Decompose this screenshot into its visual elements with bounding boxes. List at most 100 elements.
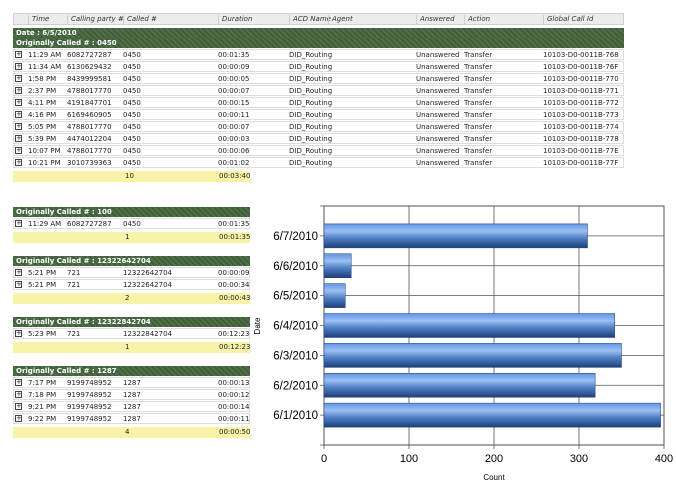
- cell: 00:00:11: [218, 111, 250, 119]
- y-tick-label: 6/6/2010: [273, 261, 318, 273]
- cell: 0450: [123, 87, 141, 95]
- cell: 00:00:05: [218, 75, 250, 83]
- table-row[interactable]: +7:18 PM 9199748952 1287 00:00:12: [13, 389, 250, 400]
- cell: 721: [67, 269, 81, 277]
- summary-count: 1: [125, 233, 130, 241]
- cell: 4474012204: [67, 135, 112, 143]
- expand-icon[interactable]: +: [15, 110, 22, 118]
- cell: 9199748952: [67, 415, 112, 423]
- x-axis-title: Count: [483, 473, 505, 482]
- expand-icon[interactable]: +: [15, 414, 22, 422]
- table-row[interactable]: +5:21 PM 721 12322642704 00:00:09: [13, 267, 250, 278]
- table-row[interactable]: +2:37 PM 4788017770 0450 00:00:07 DID_Routin…: [13, 85, 624, 96]
- cell: 0450: [123, 135, 141, 143]
- cell: Transfer: [464, 75, 493, 83]
- cell: 0450: [123, 220, 141, 228]
- group-band: Originally Called # : 12322842704: [13, 317, 250, 327]
- x-tick-label: 200: [485, 453, 503, 465]
- bar: [323, 223, 588, 249]
- calls-by-date-chart: 0 100 200 300 400 6/7/2010 6/6/2010 6/5/2010 6/4…: [253, 205, 673, 482]
- cell: 9199748952: [67, 403, 112, 411]
- cell: Transfer: [464, 135, 493, 143]
- cell: 00:00:11: [218, 415, 250, 423]
- cell: Transfer: [464, 51, 493, 59]
- expand-icon[interactable]: +: [15, 62, 22, 70]
- cell: 00:01:35: [218, 51, 250, 59]
- expand-icon[interactable]: +: [15, 378, 22, 386]
- expand-icon[interactable]: +: [15, 268, 22, 276]
- cell: DID_Routing: [289, 99, 333, 107]
- cell: 6082727287: [67, 51, 112, 59]
- table-row[interactable]: +5:21 PM 721 12322642704 00:00:34: [13, 279, 250, 290]
- expand-icon[interactable]: +: [15, 122, 22, 130]
- group-0450: Originally Called # : 0450 +11:29 AM 60827…: [13, 38, 624, 182]
- column-header[interactable]: Action: [464, 15, 490, 24]
- table-row[interactable]: +10:07 PM 4788017770 0450 00:00:06 DID_Routi…: [13, 145, 624, 156]
- column-header[interactable]: Called #: [123, 15, 157, 24]
- bar: [323, 402, 661, 428]
- cell: 0450: [123, 51, 141, 59]
- table-row[interactable]: +7:17 PM 9199748952 1287 00:00:13: [13, 377, 250, 388]
- table-row[interactable]: +4:16 PM 6169460905 0450 00:00:11 DID_Routin…: [13, 109, 624, 120]
- table-row[interactable]: +5:05 PM 4788017770 0450 00:00:07 DID_Routin…: [13, 121, 624, 132]
- table-row[interactable]: +11:29 AM 6082727287 0450 00:01:35: [13, 218, 250, 229]
- table-row[interactable]: +11:34 AM 6130629432 0450 00:00:09 DID_Routi…: [13, 61, 624, 72]
- expand-icon[interactable]: +: [15, 98, 22, 106]
- cell: 6130629432: [67, 63, 112, 71]
- cell: Unanswered: [416, 63, 460, 71]
- column-header[interactable]: Calling party #: [67, 15, 124, 24]
- table-row[interactable]: +4:11 PM 4191847701 0450 00:00:15 DID_Routin…: [13, 97, 624, 108]
- cell: 10103-D0-0011B-77E: [543, 147, 619, 155]
- cell: DID_Routing: [289, 111, 333, 119]
- cell: Transfer: [464, 99, 493, 107]
- column-header[interactable]: Agent: [328, 15, 353, 24]
- expand-icon[interactable]: +: [15, 402, 22, 410]
- expand-icon[interactable]: +: [15, 86, 22, 94]
- cell: 10103-D0-0011B-770: [543, 75, 619, 83]
- cell: 6082727287: [67, 220, 112, 228]
- call-group: Originally Called # : 1287 +7:17 PM 919974…: [13, 366, 250, 438]
- expand-icon[interactable]: +: [15, 280, 22, 288]
- cell: 6169460905: [67, 111, 112, 119]
- group-summary: 10 00:03:40: [13, 171, 250, 182]
- table-row[interactable]: +11:29 AM 6082727287 0450 00:01:35 DID_Routi…: [13, 49, 624, 60]
- expand-icon[interactable]: +: [15, 134, 22, 142]
- group-band: Originally Called # : 0450: [13, 38, 624, 48]
- cell: 3010739363: [67, 159, 112, 167]
- cell: Transfer: [464, 147, 493, 155]
- table-row[interactable]: +9:21 PM 9199748952 1287 00:00:14: [13, 401, 250, 412]
- expand-icon[interactable]: +: [15, 50, 22, 58]
- cell: Transfer: [464, 123, 493, 131]
- cell: DID_Routing: [289, 135, 333, 143]
- column-header[interactable]: Duration: [218, 15, 252, 24]
- table-row[interactable]: +1:58 PM 8439999581 0450 00:00:05 DID_Routin…: [13, 73, 624, 84]
- expand-icon[interactable]: +: [15, 146, 22, 154]
- group-summary: 4 00:00:50: [13, 427, 250, 438]
- cell: 0450: [123, 99, 141, 107]
- cell: 00:01:35: [218, 220, 250, 228]
- cell: 12322642704: [123, 269, 172, 277]
- expand-icon[interactable]: +: [15, 329, 22, 337]
- expand-icon[interactable]: +: [15, 219, 22, 227]
- column-header[interactable]: Time: [28, 15, 49, 24]
- table-header: Time Calling party # Called # Duration ACD N…: [13, 13, 624, 25]
- cell: Transfer: [464, 111, 493, 119]
- cell: 10103-D0-0011B-77F: [543, 159, 619, 167]
- expand-icon[interactable]: +: [15, 390, 22, 398]
- column-header[interactable]: Global Call Id: [543, 15, 593, 24]
- table-row[interactable]: +5:23 PM 721 12322842704 00:12:23: [13, 328, 250, 339]
- summary-count: 2: [125, 294, 130, 302]
- expand-icon[interactable]: +: [15, 74, 22, 82]
- table-row[interactable]: +9:22 PM 9199748952 1287 00:00:11: [13, 413, 250, 424]
- summary-duration: 00:01:35: [219, 233, 251, 241]
- cell: 5:05 PM: [28, 123, 57, 131]
- cell: Unanswered: [416, 75, 460, 83]
- table-row[interactable]: +5:39 PM 4474012204 0450 00:00:03 DID_Routin…: [13, 133, 624, 144]
- expand-icon[interactable]: +: [15, 158, 22, 166]
- summary-duration: 00:03:40: [219, 172, 251, 180]
- column-header[interactable]: Answered: [416, 15, 455, 24]
- cell: 10:07 PM: [28, 147, 61, 155]
- cell: 10103-D0-0011B-772: [543, 99, 619, 107]
- column-header[interactable]: ACD Name: [289, 15, 331, 24]
- table-row[interactable]: +10:21 PM 3010739363 0450 00:01:02 DID_Routi…: [13, 157, 624, 168]
